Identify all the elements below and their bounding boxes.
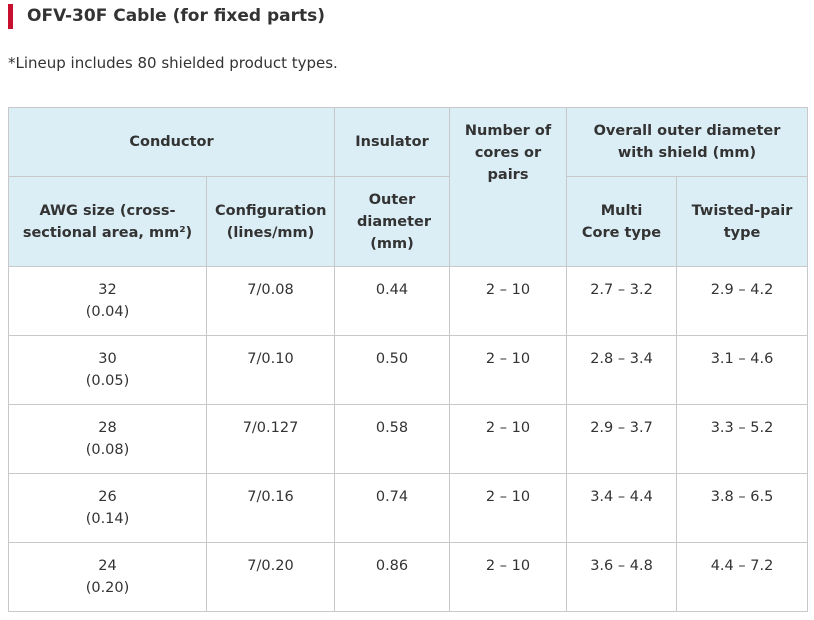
cell: 3.8 – 6.5	[676, 473, 808, 543]
cell: 3.6 – 4.8	[566, 542, 677, 612]
cell: 26 (0.14)	[8, 473, 207, 543]
cell: 2.9 – 4.2	[676, 266, 808, 336]
cell: 2 – 10	[449, 335, 567, 405]
awg-size: 30	[98, 351, 117, 367]
cross-section: (0.20)	[85, 580, 130, 596]
cell: 0.74	[334, 473, 450, 543]
cell: 7/0.08	[206, 266, 335, 336]
cell: 2 – 10	[449, 404, 567, 474]
header-cell: Insulator	[334, 107, 450, 177]
cell: 2 – 10	[449, 266, 567, 336]
cell: 2.7 – 3.2	[566, 266, 677, 336]
awg-size: 32	[98, 282, 117, 298]
header-row: Conductor Insulator Number of cores or p…	[8, 107, 808, 267]
data-row: 26 (0.14) 7/0.16 0.74 2 – 10 3.4 – 4.4 3.8 – 6…	[8, 473, 808, 543]
cross-section: (0.05)	[85, 373, 130, 389]
awg-size: 28	[98, 420, 117, 436]
cell: 30 (0.05)	[8, 335, 207, 405]
cell: 4.4 – 7.2	[676, 542, 808, 612]
cell: 28 (0.08)	[8, 404, 207, 474]
cell: 0.44	[334, 266, 450, 336]
header-row: AWG size (cross-sectional area, mm²) Con…	[8, 176, 808, 267]
data-row: 28 (0.08) 7/0.127 0.58 2 – 10 2.9 – 3.7 3.3 – …	[8, 404, 808, 474]
data-row: 30 (0.05) 7/0.10 0.50 2 – 10 2.8 – 3.4 3.1 – 4…	[8, 335, 808, 405]
header-cell: Configuration (lines/mm)	[206, 176, 335, 267]
cell: 2.8 – 3.4	[566, 335, 677, 405]
data-row: 24 (0.20) 7/0.20 0.86 2 – 10 3.6 – 4.8 4.4 – 7…	[8, 542, 808, 612]
note: *Lineup includes 80 shielded product typ…	[8, 54, 338, 72]
header-cell: Multi Core type	[566, 176, 677, 267]
cell: 7/0.10	[206, 335, 335, 405]
header-cell: Twisted-pair type	[676, 176, 808, 267]
header-cell: Number of cores or pairs	[449, 107, 567, 267]
table-body: 32 (0.04) 7/0.08 0.44 2 – 10 2.7 – 3.2 2.9 – 4…	[8, 266, 808, 612]
cell: 0.86	[334, 542, 450, 612]
header-cell: Conductor	[8, 107, 335, 177]
cross-section: (0.14)	[85, 511, 130, 527]
cell: 32 (0.04)	[8, 266, 207, 336]
spec-table: Conductor Insulator Number of cores or p…	[8, 107, 808, 612]
header-cell: Overall outer diameter with shield (mm)	[566, 107, 808, 177]
cell: 7/0.20	[206, 542, 335, 612]
header-cell: Outer diameter (mm)	[334, 176, 450, 267]
cell: 24 (0.20)	[8, 542, 207, 612]
cell: 3.4 – 4.4	[566, 473, 677, 543]
cell: 2.9 – 3.7	[566, 404, 677, 474]
cell: 0.50	[334, 335, 450, 405]
cell: 7/0.16	[206, 473, 335, 543]
cross-section: (0.08)	[85, 442, 130, 458]
header-cell: AWG size (cross-sectional area, mm²)	[8, 176, 207, 267]
cell: 2 – 10	[449, 473, 567, 543]
page-title: OFV-30F Cable (for fixed parts)	[8, 4, 325, 29]
data-row: 32 (0.04) 7/0.08 0.44 2 – 10 2.7 – 3.2 2.9 – 4…	[8, 266, 808, 336]
awg-size: 26	[98, 489, 117, 505]
cell: 3.1 – 4.6	[676, 335, 808, 405]
cross-section: (0.04)	[85, 304, 130, 320]
cell: 3.3 – 5.2	[676, 404, 808, 474]
cell: 0.58	[334, 404, 450, 474]
cell: 7/0.127	[206, 404, 335, 474]
awg-size: 24	[98, 558, 117, 574]
cell: 2 – 10	[449, 542, 567, 612]
